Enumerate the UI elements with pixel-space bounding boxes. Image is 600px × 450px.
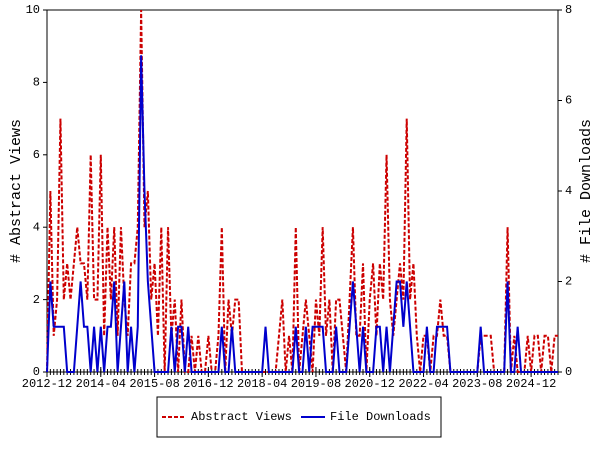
x-tick-label: 2022-04 [398,377,448,391]
y-tick-label: 8 [33,76,40,90]
x-tick-label: 2012-12 [22,377,72,391]
x-tick-label: 2014-04 [76,377,126,391]
legend-box [156,396,442,438]
x-tick-label: 2020-12 [345,377,395,391]
y2-tick-label: 6 [565,94,572,108]
legend-label: File Downloads [330,410,431,424]
x-tick-label: 2016-12 [183,377,233,391]
y-tick-label: 0 [33,365,40,379]
plot-frame [46,9,559,373]
y2-tick-label: 2 [565,275,572,289]
y-tick-label: 2 [33,293,40,307]
y2-tick-label: 0 [565,365,572,379]
x-tick-label: 2023-08 [452,377,502,391]
y2-tick-label: 8 [565,3,572,17]
series-line [46,55,558,373]
y2-tick-label: 4 [565,184,572,198]
series-line [46,9,558,373]
y2-axis-label: # File Downloads [578,119,595,263]
x-tick-label: 2024-12 [506,377,556,391]
x-tick-label: 2019-08 [291,377,341,391]
y-tick-label: 10 [26,3,40,17]
x-tick-label: 2018-04 [237,377,287,391]
legend-label: Abstract Views [191,410,292,424]
y-tick-label: 4 [33,220,40,234]
y-tick-label: 6 [33,148,40,162]
y-axis-label: # Abstract Views [8,119,25,263]
x-tick-label: 2015-08 [129,377,179,391]
